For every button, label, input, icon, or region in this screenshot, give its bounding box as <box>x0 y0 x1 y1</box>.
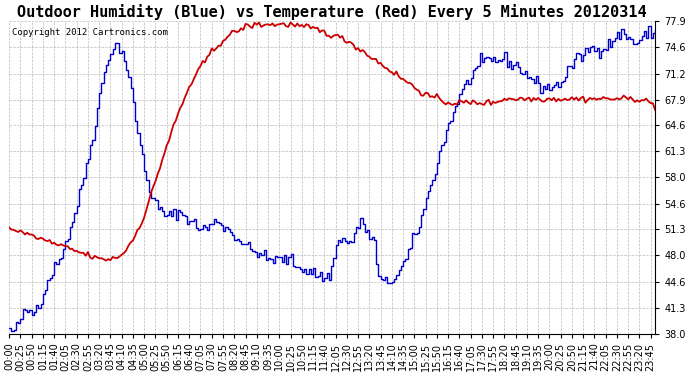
Text: Copyright 2012 Cartronics.com: Copyright 2012 Cartronics.com <box>12 28 168 37</box>
Title: Outdoor Humidity (Blue) vs Temperature (Red) Every 5 Minutes 20120314: Outdoor Humidity (Blue) vs Temperature (… <box>17 4 647 20</box>
